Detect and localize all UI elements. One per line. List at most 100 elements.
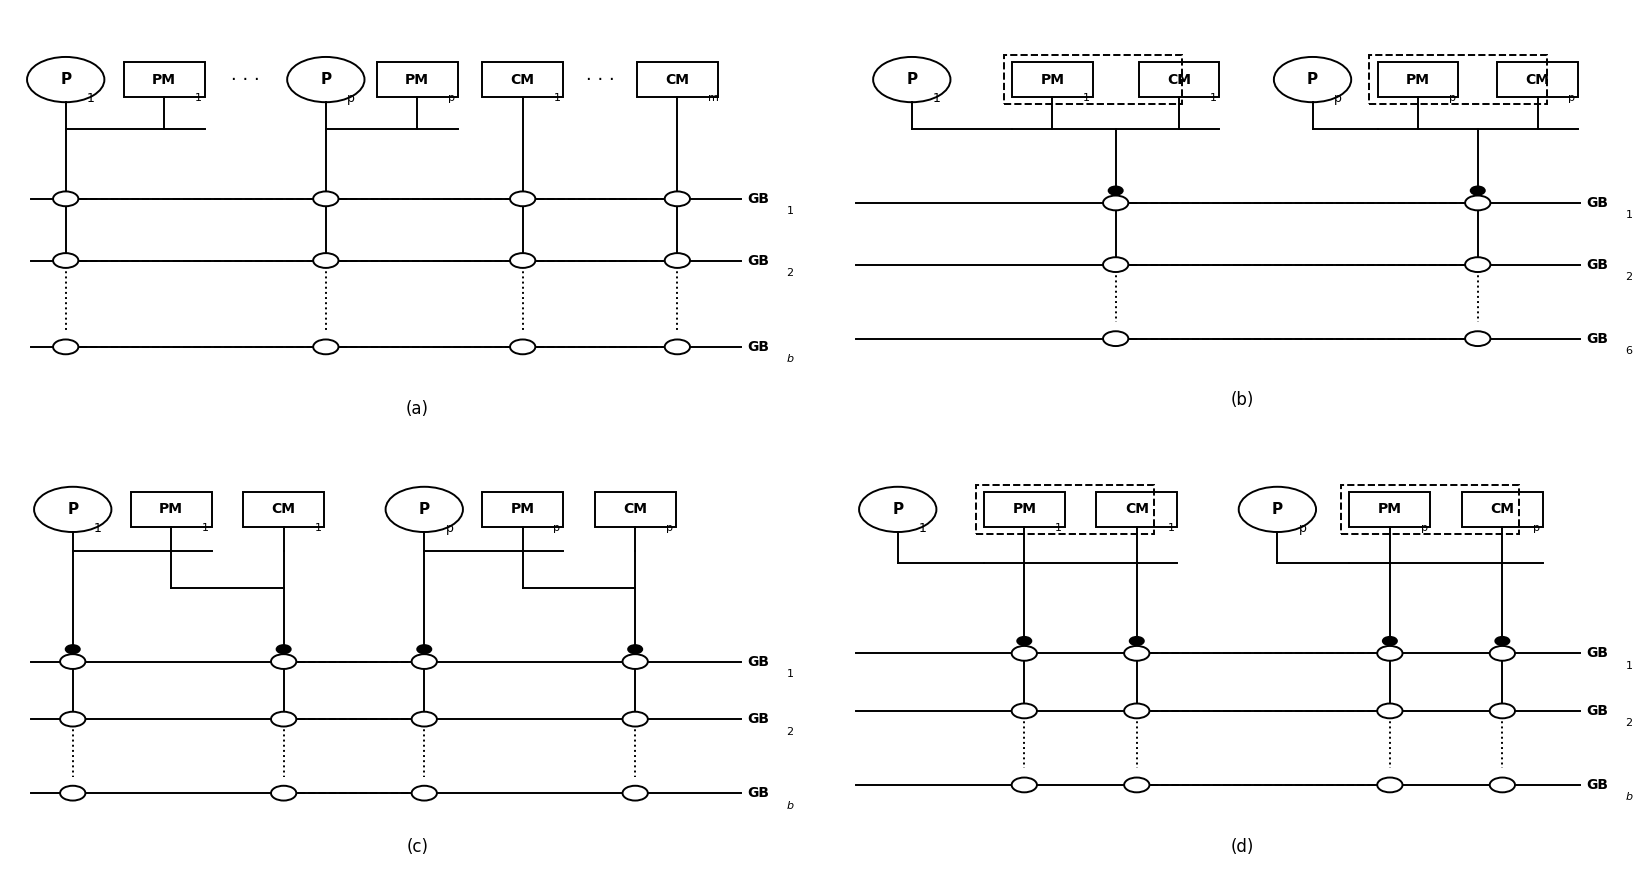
Circle shape	[1124, 778, 1150, 792]
Text: 1: 1	[553, 93, 561, 103]
Text: GB: GB	[747, 786, 769, 800]
Circle shape	[1490, 704, 1515, 718]
Circle shape	[271, 712, 297, 727]
Text: p: p	[667, 523, 673, 533]
Circle shape	[417, 645, 431, 654]
Circle shape	[271, 786, 297, 800]
Text: p: p	[1449, 93, 1455, 103]
Text: 1: 1	[1209, 93, 1216, 103]
Text: 2: 2	[1625, 718, 1632, 729]
Circle shape	[510, 340, 535, 354]
Text: p: p	[1333, 92, 1341, 105]
Circle shape	[1495, 637, 1510, 645]
Circle shape	[314, 340, 338, 354]
Circle shape	[665, 191, 690, 207]
Text: P: P	[1307, 72, 1318, 87]
Circle shape	[411, 786, 437, 800]
Text: b: b	[787, 354, 794, 364]
Circle shape	[1465, 196, 1490, 210]
Text: p: p	[1421, 523, 1427, 533]
Circle shape	[1378, 704, 1402, 718]
Text: p: p	[1533, 523, 1539, 533]
Circle shape	[1011, 704, 1036, 718]
Circle shape	[1130, 637, 1143, 645]
Text: · · ·: · · ·	[231, 71, 259, 89]
Text: P: P	[68, 502, 78, 517]
Text: CM: CM	[1125, 502, 1148, 517]
Circle shape	[1104, 196, 1129, 210]
Circle shape	[1378, 646, 1402, 661]
Text: CM: CM	[665, 72, 690, 87]
Circle shape	[622, 712, 648, 727]
Circle shape	[1124, 704, 1150, 718]
Circle shape	[66, 645, 79, 654]
Text: m: m	[708, 93, 719, 103]
Circle shape	[1104, 257, 1129, 272]
Text: 1: 1	[1168, 523, 1175, 533]
Text: PM: PM	[1378, 502, 1402, 517]
Text: GB: GB	[747, 713, 769, 726]
Circle shape	[314, 191, 338, 207]
Text: PM: PM	[152, 72, 177, 87]
Circle shape	[665, 253, 690, 268]
Text: 1: 1	[195, 93, 201, 103]
Text: PM: PM	[406, 72, 429, 87]
Text: CM: CM	[512, 72, 535, 87]
Circle shape	[1124, 646, 1150, 661]
Text: 1: 1	[787, 207, 794, 216]
Text: 6: 6	[1625, 346, 1632, 356]
Circle shape	[510, 253, 535, 268]
Text: CM: CM	[624, 502, 647, 517]
Text: GB: GB	[1587, 257, 1609, 272]
Text: CM: CM	[272, 502, 295, 517]
Text: CM: CM	[1490, 502, 1515, 517]
Text: P: P	[1272, 502, 1284, 517]
Text: 2: 2	[1625, 272, 1632, 282]
Circle shape	[1470, 187, 1485, 195]
Text: 1: 1	[201, 523, 210, 533]
Text: p: p	[553, 523, 561, 533]
Circle shape	[314, 253, 338, 268]
Text: PM: PM	[1041, 72, 1064, 87]
Text: b: b	[1625, 792, 1632, 802]
Text: 1: 1	[787, 669, 794, 679]
Circle shape	[1011, 646, 1036, 661]
Text: p: p	[1568, 93, 1576, 103]
Text: P: P	[59, 72, 71, 87]
Text: 2: 2	[787, 727, 794, 737]
Circle shape	[53, 253, 78, 268]
Text: GB: GB	[1587, 332, 1609, 346]
Text: (d): (d)	[1231, 838, 1254, 856]
Text: · · ·: · · ·	[586, 71, 614, 89]
Text: (c): (c)	[406, 838, 429, 856]
Text: CM: CM	[1526, 72, 1549, 87]
Circle shape	[59, 712, 86, 727]
Circle shape	[1383, 637, 1398, 645]
Circle shape	[271, 654, 297, 669]
Circle shape	[53, 191, 78, 207]
Text: GB: GB	[747, 254, 769, 267]
Text: P: P	[893, 502, 903, 517]
Text: GB: GB	[1587, 778, 1609, 792]
Circle shape	[53, 340, 78, 354]
Text: 1: 1	[932, 92, 940, 105]
Text: GB: GB	[747, 654, 769, 669]
Text: 1: 1	[94, 522, 102, 535]
Circle shape	[665, 340, 690, 354]
Text: 1: 1	[919, 522, 927, 535]
Circle shape	[1378, 778, 1402, 792]
Text: (b): (b)	[1231, 392, 1254, 409]
Text: b: b	[787, 800, 794, 811]
Circle shape	[622, 654, 648, 669]
Circle shape	[629, 645, 642, 654]
Text: GB: GB	[747, 192, 769, 206]
Text: GB: GB	[1587, 646, 1609, 661]
Circle shape	[1011, 778, 1036, 792]
Circle shape	[1104, 332, 1129, 346]
Text: PM: PM	[1406, 72, 1431, 87]
Text: GB: GB	[1587, 196, 1609, 210]
Text: 1: 1	[1082, 93, 1091, 103]
Text: PM: PM	[158, 502, 183, 517]
Text: 1: 1	[1054, 523, 1063, 533]
Circle shape	[1490, 646, 1515, 661]
